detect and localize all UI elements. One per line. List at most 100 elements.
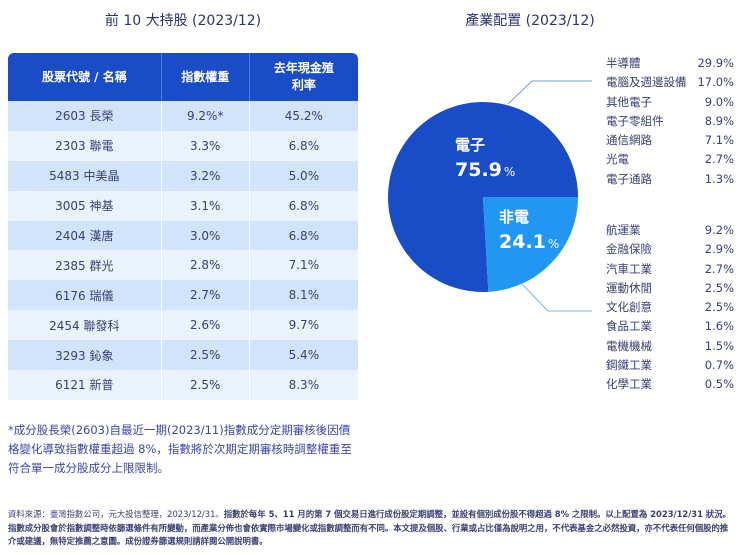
- legend-value: 1.3%: [704, 171, 734, 186]
- stock-cell: 6121 新普: [8, 370, 162, 400]
- weight-cell: 9.2%*: [160, 101, 250, 131]
- legend-value: 0.7%: [704, 358, 734, 373]
- legend-value: 1.6%: [704, 319, 734, 334]
- table-row: 3005 神基 3.1% 6.8%: [8, 190, 358, 221]
- stock-cell: 2385 群光: [8, 250, 162, 281]
- yield-cell: 6.8%: [248, 130, 358, 161]
- legend-value: 9.2%: [704, 223, 734, 237]
- weight-cell: 2.8%: [160, 250, 250, 281]
- table-row: 6176 瑞儀 2.7% 8.1%: [8, 280, 358, 311]
- legend-item: 航運業 9.2%: [606, 221, 734, 240]
- legend-label: 鋼鐵工業: [606, 358, 652, 373]
- yield-cell: 6.8%: [248, 220, 358, 251]
- percent-sign: %: [548, 237, 559, 251]
- legend-label: 半導體: [606, 56, 641, 70]
- legend-item: 文化創意 2.5%: [606, 298, 734, 317]
- legend-value: 2.7%: [704, 261, 734, 276]
- table-row: 3293 鈊象 2.5% 5.4%: [8, 340, 358, 371]
- legend-value: 29.9%: [697, 56, 734, 70]
- slice-value-number: 75.9: [455, 159, 502, 181]
- legend-item: 電子零組件 8.9%: [606, 112, 734, 131]
- legend-item: 光電 2.7%: [606, 150, 734, 169]
- legend-non-electronics: 航運業 9.2% 金融保險 2.9% 汽車工業 2.7% 運動休閒 2.5% 文化創意 2.5% 食…: [606, 221, 734, 395]
- yield-cell: 7.1%: [248, 250, 358, 281]
- legend-value: 17.0%: [697, 75, 734, 90]
- legend-item: 運動休閒 2.5%: [606, 279, 734, 298]
- legend-value: 1.5%: [704, 338, 734, 353]
- legend-item: 食品工業 1.6%: [606, 317, 734, 336]
- holdings-table: 股票代號 / 名稱 指數權重 去年現金殖 利率 2603 長榮 9.2%* 45.2%…: [8, 53, 358, 400]
- industry-title: 產業配置 (2023/12): [465, 13, 595, 29]
- legend-value: 8.9%: [704, 113, 734, 128]
- weight-cell: 2.5%: [160, 370, 250, 400]
- legend-item: 電機機械 1.5%: [606, 337, 734, 356]
- disclaimer-text: 指數於每年 5、11 月的第 7 個交易日進行成份股定期調整，並設有個別成份股不…: [8, 509, 731, 546]
- legend-item: 通信網路 7.1%: [606, 131, 734, 150]
- table-row: 6121 新普 2.5% 8.3%: [8, 370, 358, 400]
- legend-item: 半導體 29.9%: [606, 54, 734, 73]
- legend-label: 光電: [606, 152, 629, 167]
- header-yield-line1: 去年現金殖: [273, 61, 334, 75]
- leader-line-electronics: [507, 80, 592, 105]
- stock-cell: 2603 長榮: [8, 101, 162, 131]
- legend-item: 電子通路 1.3%: [606, 170, 734, 189]
- weight-cell: 2.7%: [160, 280, 250, 311]
- legend-label: 其他電子: [606, 94, 652, 109]
- legend-label: 通信網路: [606, 133, 652, 148]
- yield-cell: 45.2%: [248, 101, 358, 131]
- weight-cell: 2.5%: [160, 340, 250, 371]
- footnote: *成分股長榮(2603)自最近一期(2023/11)指數成分定期審核後因價格變化…: [8, 423, 352, 475]
- legend-value: 2.5%: [704, 280, 734, 295]
- legend-label: 文化創意: [606, 300, 652, 315]
- stock-cell: 3005 神基: [8, 190, 162, 221]
- weight-cell: 3.0%: [160, 220, 250, 251]
- weight-cell: 3.1%: [160, 190, 250, 221]
- legend-label: 電子零組件: [606, 113, 664, 128]
- legend-item: 其他電子 9.0%: [606, 93, 734, 112]
- legend-item: 金融保險 2.9%: [606, 240, 734, 259]
- legend-value: 2.5%: [704, 300, 734, 315]
- table-row: 2603 長榮 9.2%* 45.2%: [8, 101, 358, 131]
- table-row: 2454 聯發科 2.6% 9.7%: [8, 310, 358, 341]
- weight-cell: 2.6%: [160, 310, 250, 341]
- source-text: 資料來源：臺灣指數公司，元大投信整理，2023/12/31。: [8, 509, 224, 519]
- yield-cell: 8.1%: [248, 280, 358, 311]
- weight-cell: 3.2%: [160, 160, 250, 191]
- legend-item: 汽車工業 2.7%: [606, 260, 734, 279]
- table-row: 2404 漢唐 3.0% 6.8%: [8, 220, 358, 251]
- slice-label-electronics: 電子: [455, 136, 485, 154]
- slice-value-electronics: 75.9%: [455, 159, 515, 181]
- legend-label: 航運業: [606, 223, 641, 237]
- stock-cell: 2303 聯電: [8, 130, 162, 161]
- table-row: 5483 中美晶 3.2% 5.0%: [8, 160, 358, 191]
- legend-electronics: 半導體 29.9% 電腦及週邊設備 17.0% 其他電子 9.0% 電子零組件 8.9% 通信網…: [606, 54, 734, 189]
- legend-label: 運動休閒: [606, 280, 652, 295]
- legend-value: 2.7%: [704, 152, 734, 167]
- stock-cell: 2454 聯發科: [8, 310, 162, 341]
- legend-label: 電子通路: [606, 171, 652, 186]
- legend-label: 食品工業: [606, 319, 652, 334]
- percent-sign: %: [504, 165, 515, 179]
- legend-item: 鋼鐵工業 0.7%: [606, 356, 734, 375]
- header-stock: 股票代號 / 名稱: [8, 53, 162, 101]
- source-disclaimer: 資料來源：臺灣指數公司，元大投信整理，2023/12/31。指數於每年 5、11…: [8, 508, 736, 549]
- slice-value-number: 24.1: [499, 231, 546, 253]
- legend-value: 2.9%: [704, 242, 734, 257]
- pie-slice-non-electronics: [483, 197, 578, 292]
- legend-label: 金融保險: [606, 242, 652, 257]
- stock-cell: 5483 中美晶: [8, 160, 162, 191]
- stock-cell: 3293 鈊象: [8, 340, 162, 371]
- legend-label: 化學工業: [606, 377, 652, 392]
- yield-cell: 5.0%: [248, 160, 358, 191]
- yield-cell: 9.7%: [248, 310, 358, 341]
- stock-cell: 6176 瑞儀: [8, 280, 162, 311]
- yield-cell: 8.3%: [248, 370, 358, 400]
- leader-line-non-electronics: [521, 283, 592, 312]
- legend-item: 化學工業 0.5%: [606, 375, 734, 394]
- header-weight: 指數權重: [160, 53, 250, 101]
- legend-value: 7.1%: [704, 133, 734, 148]
- table-row: 2303 聯電 3.3% 6.8%: [8, 130, 358, 161]
- slice-value-non-electronics: 24.1%: [499, 231, 559, 253]
- slice-label-non-electronics: 非電: [499, 208, 529, 226]
